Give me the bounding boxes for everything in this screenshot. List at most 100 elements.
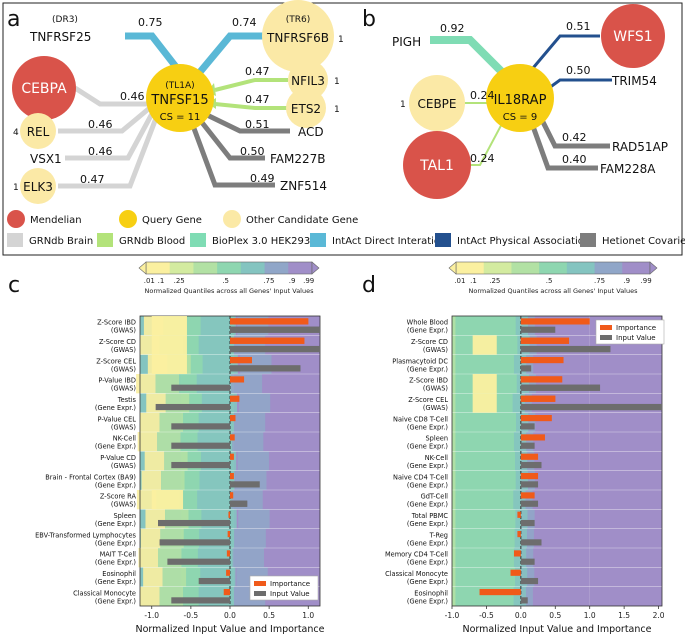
x-tick-label: 0.0	[224, 611, 236, 620]
quantile-step	[151, 335, 187, 355]
legend-input-swatch	[600, 335, 612, 340]
count-ets2: 1	[334, 105, 340, 115]
feature-sublabel: (GWAS)	[111, 462, 136, 470]
weight-nfil3: 0.47	[245, 65, 270, 78]
feature-sublabel: (GWAS)	[111, 423, 136, 431]
weight-tnfrsf25: 0.75	[138, 16, 163, 29]
node-il18rap	[486, 64, 554, 132]
label-trim54: TRIM54	[611, 74, 657, 88]
feature-sublabel: (Gene Expr.)	[95, 559, 136, 567]
quantile-band	[589, 316, 662, 606]
importance-bar	[230, 318, 309, 325]
colorbar-d-tick: .1	[470, 277, 477, 285]
input-value-bar	[159, 539, 230, 546]
quantile-step	[472, 335, 497, 355]
x-tick-label: 0.5	[549, 611, 561, 620]
quantile-step	[529, 374, 536, 394]
edge-tal1	[470, 117, 506, 166]
edge-znf514	[189, 122, 275, 188]
feature-label: Z-Score IBD	[409, 377, 448, 385]
legend-mendelian-label: Mendelian	[30, 215, 82, 226]
legend-hetionet-label: Hetionet Covaries	[602, 236, 685, 247]
feature-label: Spleen	[426, 435, 449, 443]
legend-query-swatch	[119, 210, 137, 228]
quantile-step	[234, 528, 266, 548]
x-axis-label: Normalized Input Value and Importance	[463, 624, 652, 635]
importance-bar	[230, 337, 305, 344]
input-value-bar	[520, 365, 532, 372]
input-value-bar	[171, 597, 230, 604]
importance-bar	[226, 550, 230, 557]
quantile-step	[232, 432, 264, 452]
importance-bar	[230, 472, 234, 480]
input-value-bar	[230, 481, 260, 488]
feature-sublabel: (GWAS)	[423, 404, 448, 412]
colorbar-c-segment	[193, 262, 218, 274]
input-value-bar	[520, 481, 539, 488]
quantile-step	[526, 548, 534, 568]
label-acd: ACD	[298, 125, 324, 139]
node-wfs1	[601, 4, 665, 68]
importance-bar	[510, 569, 521, 576]
label-znf514: ZNF514	[280, 179, 327, 193]
quantile-step	[232, 548, 264, 568]
quantile-step	[528, 316, 535, 336]
quantile-step	[151, 316, 187, 336]
feature-sublabel: (Gene Expr.)	[407, 597, 448, 605]
feature-sublabel: (Gene Expr.)	[407, 578, 448, 586]
quantile-step	[140, 412, 160, 432]
input-value-bar	[171, 442, 230, 449]
label-nfil3: NFIL3	[291, 74, 325, 88]
colorbar-d-tick: .01	[454, 277, 465, 285]
weight-cebpe: 0.24	[470, 89, 495, 102]
edge-pigh	[430, 36, 513, 83]
input-value-bar	[230, 365, 301, 372]
colorbar-c-segment	[146, 262, 171, 274]
feature-sublabel: (Gene Expr.)	[407, 365, 448, 373]
panel-label-d: d	[362, 273, 376, 298]
colorbar-c-segment	[240, 262, 266, 274]
input-value-bar	[158, 519, 230, 527]
network-a-nodes	[12, 0, 334, 204]
label-cs-b: CS = 9	[503, 112, 537, 123]
quantile-step	[197, 490, 233, 510]
network-b-labels: b PIGH 0.92 1 CEBPE 0.24 TAL1 0.24 WFS1 …	[362, 7, 668, 176]
plot-frame	[451, 315, 663, 607]
legend-hetionet-swatch	[580, 233, 596, 247]
node-cebpa	[12, 56, 76, 120]
feature-label: Whole Blood	[407, 319, 448, 327]
legend-importance-label: Importance	[616, 324, 656, 332]
quantile-step	[179, 490, 196, 510]
feature-sublabel: (GWAS)	[111, 385, 136, 393]
label-cs-a: CS = 11	[160, 112, 201, 123]
edge-nfil3	[214, 78, 288, 92]
importance-bar	[520, 356, 564, 364]
label-fam227b: FAM227B	[270, 152, 326, 166]
x-tick-label: -1.0	[144, 611, 159, 620]
label-elk3: ELK3	[23, 180, 53, 194]
importance-bar	[520, 337, 570, 344]
weight-ets2: 0.47	[245, 93, 270, 106]
input-value-bar	[171, 461, 230, 469]
label-vsx1: VSX1	[30, 152, 62, 166]
label-tnfsf15: TNFSF15	[150, 93, 208, 108]
colorbar-c-segment	[264, 262, 289, 274]
node-tnfsf15	[146, 64, 214, 132]
edge-fam227b	[198, 118, 265, 161]
legend-grn-blood-label: GRNdb Blood	[119, 236, 185, 247]
input-value-bar	[520, 539, 542, 546]
quantile-step	[472, 374, 497, 394]
network-a-labels: a (DR3) TNFRSF25 0.75 CEBPA 0.46 4 REL 0…	[7, 7, 344, 194]
colorbar-c-segment	[217, 262, 242, 274]
quantile-step	[527, 509, 535, 529]
importance-bar	[230, 414, 236, 422]
colorbar-c-caption: Normalized Quantiles across all Genes' I…	[145, 287, 315, 295]
importance-bar	[520, 376, 563, 383]
weight-acd: 0.51	[245, 118, 270, 131]
quantile-step	[233, 412, 266, 432]
feature-sublabel: (GWAS)	[423, 346, 448, 354]
quantile-step	[452, 432, 456, 452]
colorbar-d-caption: Normalized Quantiles across all Genes' I…	[469, 287, 639, 295]
colorbar-d-segment	[511, 262, 540, 274]
